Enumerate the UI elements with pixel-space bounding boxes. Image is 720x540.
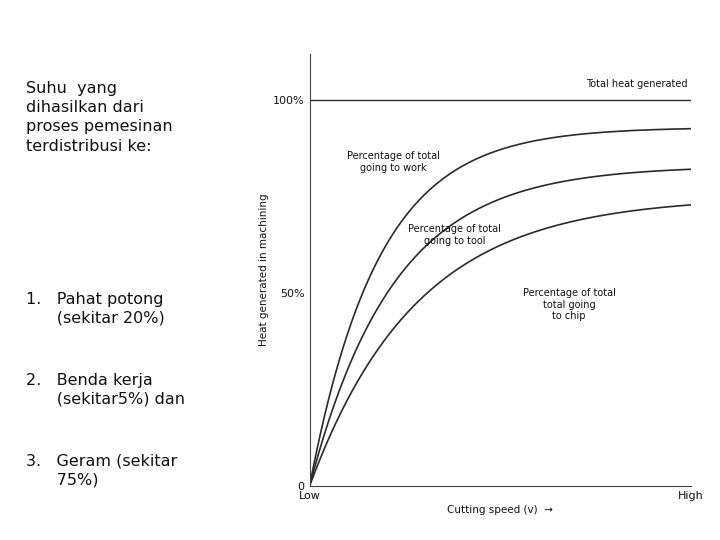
Text: Suhu  yang
dihasilkan dari
proses pemesinan
terdistribusi ke:: Suhu yang dihasilkan dari proses pemesin… — [26, 81, 173, 153]
X-axis label: Cutting speed (v)  →: Cutting speed (v) → — [447, 505, 554, 515]
Text: Percentage of total
total going
to chip: Percentage of total total going to chip — [523, 288, 616, 321]
Text: 3.   Geram (sekitar
      75%): 3. Geram (sekitar 75%) — [26, 454, 177, 488]
Text: Percentage of total
going to tool: Percentage of total going to tool — [408, 225, 501, 246]
Text: Percentage of total
going to work: Percentage of total going to work — [347, 151, 440, 173]
Text: 2.   Benda kerja
      (sekitar5%) dan: 2. Benda kerja (sekitar5%) dan — [26, 373, 185, 407]
Text: Total heat generated: Total heat generated — [586, 79, 688, 89]
Text: 1.   Pahat potong
      (sekitar 20%): 1. Pahat potong (sekitar 20%) — [26, 292, 165, 326]
Y-axis label: Heat generated in machining: Heat generated in machining — [259, 194, 269, 346]
